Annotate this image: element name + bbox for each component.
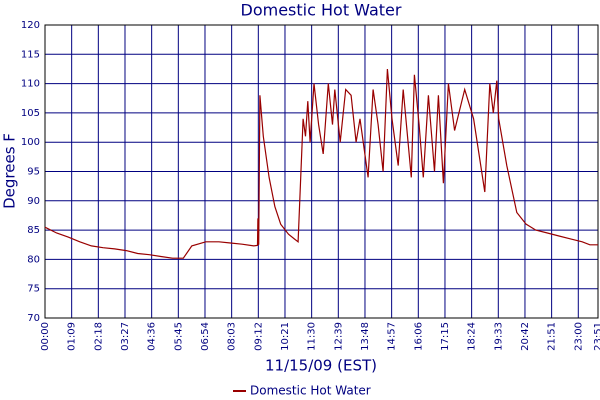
y-tick-label: 85: [27, 225, 40, 236]
y-tick-label: 80: [27, 254, 40, 265]
plot-border: [44, 24, 599, 319]
y-tick-label: 95: [27, 167, 40, 178]
x-tick-label: 18:24: [467, 322, 478, 351]
y-tick-label: 90: [27, 196, 40, 207]
line: [44, 68, 598, 259]
y-tick-label: 100: [21, 137, 40, 148]
x-tick-label: 20:42: [520, 322, 531, 351]
x-tick-label: 19:33: [493, 322, 504, 351]
x-tick-label: 03:27: [120, 322, 131, 351]
x-tick-label: 00:00: [40, 322, 51, 351]
x-tick-label: 10:21: [280, 322, 291, 351]
x-tick-label: 12:39: [333, 322, 344, 351]
x-tick-label: 06:54: [200, 322, 211, 351]
x-axis-label: 11/15/09 (EST): [265, 357, 377, 375]
x-tick-label: 16:06: [413, 322, 424, 351]
y-tick-label: 70: [27, 313, 40, 324]
x-tick-label: 08:03: [227, 322, 238, 351]
x-tick-label: 09:12: [253, 322, 264, 351]
x-tick-label: 13:48: [360, 322, 371, 351]
x-tick-label: 05:45: [173, 322, 184, 351]
x-tick-label: 02:18: [93, 322, 104, 351]
y-tick-label: 75: [27, 284, 40, 295]
y-tick-label: 115: [21, 49, 40, 60]
x-tick-label: 17:15: [440, 322, 451, 351]
x-tick-label: 23:51: [593, 322, 600, 351]
legend-label: Domestic Hot Water: [250, 384, 371, 398]
y-tick-label: 110: [21, 79, 40, 90]
chart-title: Domestic Hot Water: [241, 1, 402, 20]
x-tick-label: 14:57: [387, 322, 398, 351]
x-tick-label: 01:09: [67, 322, 78, 351]
x-tick-label: 11:30: [307, 322, 318, 351]
y-tick-label: 120: [21, 20, 40, 31]
y-tick-label: 105: [21, 108, 40, 119]
x-tick-label: 23:00: [573, 322, 584, 351]
y-axis-label: Degrees F: [1, 133, 19, 209]
x-tick-label: 21:51: [547, 322, 558, 351]
x-tick-label: 04:36: [147, 322, 158, 351]
